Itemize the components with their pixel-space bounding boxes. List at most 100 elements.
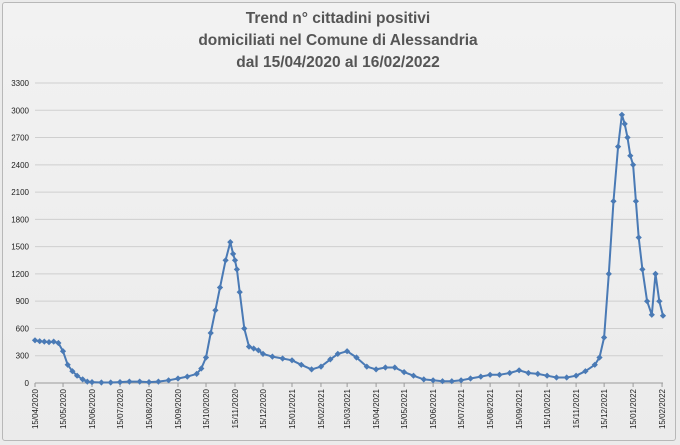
data-point	[382, 364, 389, 371]
data-point	[88, 378, 96, 386]
x-tick-label: 15/10/2020	[202, 388, 211, 429]
x-tick-label: 15/07/2020	[116, 388, 125, 429]
data-point	[605, 270, 612, 278]
data-point	[439, 378, 446, 385]
data-point	[155, 378, 162, 385]
y-tick-label: 300	[16, 352, 30, 361]
x-tick-label: 15/05/2021	[400, 388, 409, 429]
data-point	[50, 338, 57, 345]
data-point	[136, 378, 143, 385]
chart-title-line-1: Trend n° cittadini positivi	[245, 10, 431, 27]
data-point	[227, 238, 234, 246]
data-point	[184, 373, 191, 380]
x-tick-label: 15/09/2020	[174, 388, 183, 429]
y-tick-label: 2400	[11, 161, 29, 170]
data-point	[543, 372, 551, 379]
data-point	[563, 374, 570, 381]
x-tick-label: 15/08/2021	[486, 388, 495, 429]
data-point	[145, 378, 153, 386]
data-point	[372, 366, 380, 373]
y-tick-label: 3300	[11, 79, 29, 88]
data-point	[553, 374, 560, 381]
y-tick-label: 600	[16, 324, 30, 333]
data-point	[448, 378, 455, 385]
chart-frame	[2, 2, 676, 441]
data-point	[334, 350, 341, 358]
data-point	[343, 348, 351, 355]
data-point	[506, 369, 513, 377]
data-point	[572, 372, 580, 379]
data-point	[259, 350, 267, 358]
data-point	[229, 250, 237, 258]
data-point	[279, 355, 286, 362]
data-point	[643, 298, 651, 305]
data-point	[591, 361, 598, 368]
chart-title-line-2: domiciliati nel Comune di Alessandria	[198, 32, 478, 49]
data-point	[255, 347, 262, 354]
data-point	[515, 367, 523, 374]
x-tick-label: 15/08/2020	[145, 388, 154, 429]
data-point	[496, 371, 503, 378]
data-point	[98, 379, 105, 386]
data-point	[477, 373, 484, 380]
x-tick-label: 15/01/2021	[288, 388, 297, 429]
y-tick-label: 1500	[11, 243, 29, 252]
data-point	[353, 354, 360, 361]
x-tick-label: 15/02/2022	[658, 388, 667, 429]
data-point	[621, 120, 628, 128]
data-point	[308, 366, 315, 373]
x-tick-label: 15/11/2020	[231, 388, 240, 428]
data-point	[165, 377, 172, 384]
x-tick-label: 15/05/2020	[59, 388, 68, 429]
data-point	[391, 364, 398, 371]
x-tick-label: 15/11/2021	[572, 388, 581, 428]
data-point	[222, 257, 229, 264]
x-tick-label: 15/04/2021	[372, 388, 381, 429]
x-tick-label: 15/01/2022	[629, 388, 638, 429]
data-point	[236, 288, 243, 296]
data-point	[639, 266, 646, 273]
data-point	[467, 375, 474, 382]
y-tick-label: 3000	[11, 106, 29, 115]
x-tick-label: 15/09/2021	[515, 388, 524, 429]
data-point	[648, 311, 655, 318]
data-point	[624, 134, 631, 141]
chart-title-line-3: dal 15/04/2020 al 16/02/2022	[236, 54, 440, 71]
data-point	[174, 375, 182, 382]
data-point	[429, 377, 437, 384]
data-point	[652, 270, 659, 278]
data-point	[410, 372, 417, 379]
data-point	[207, 329, 214, 337]
data-point	[400, 368, 408, 376]
data-point	[486, 371, 494, 378]
data-point	[241, 325, 248, 332]
data-point	[327, 356, 334, 363]
x-tick-label: 15/02/2021	[317, 388, 326, 429]
data-point	[534, 370, 541, 378]
data-point	[298, 361, 305, 368]
data-point	[363, 363, 370, 370]
series-line	[34, 113, 664, 384]
x-tick-label: 15/04/2020	[31, 388, 40, 429]
x-tick-label: 15/03/2021	[343, 388, 352, 429]
x-tick-label: 15/06/2020	[88, 388, 97, 429]
x-tick-label: 15/12/2020	[259, 388, 268, 429]
data-point	[126, 378, 133, 385]
data-point	[269, 353, 276, 360]
y-tick-label: 1800	[11, 215, 29, 224]
x-tick-label: 15/10/2021	[543, 388, 552, 429]
y-tick-label: 1200	[11, 270, 29, 279]
data-point	[317, 363, 325, 370]
data-point	[116, 378, 124, 386]
data-point	[107, 379, 114, 386]
data-point	[600, 334, 608, 341]
data-point	[31, 337, 39, 344]
data-point	[420, 376, 427, 383]
data-point	[610, 198, 617, 205]
y-tick-label: 900	[16, 297, 30, 306]
data-point	[656, 298, 663, 305]
data-point	[212, 307, 219, 314]
x-tick-label: 15/06/2021	[429, 388, 438, 429]
x-tick-label: 15/07/2021	[457, 388, 466, 429]
